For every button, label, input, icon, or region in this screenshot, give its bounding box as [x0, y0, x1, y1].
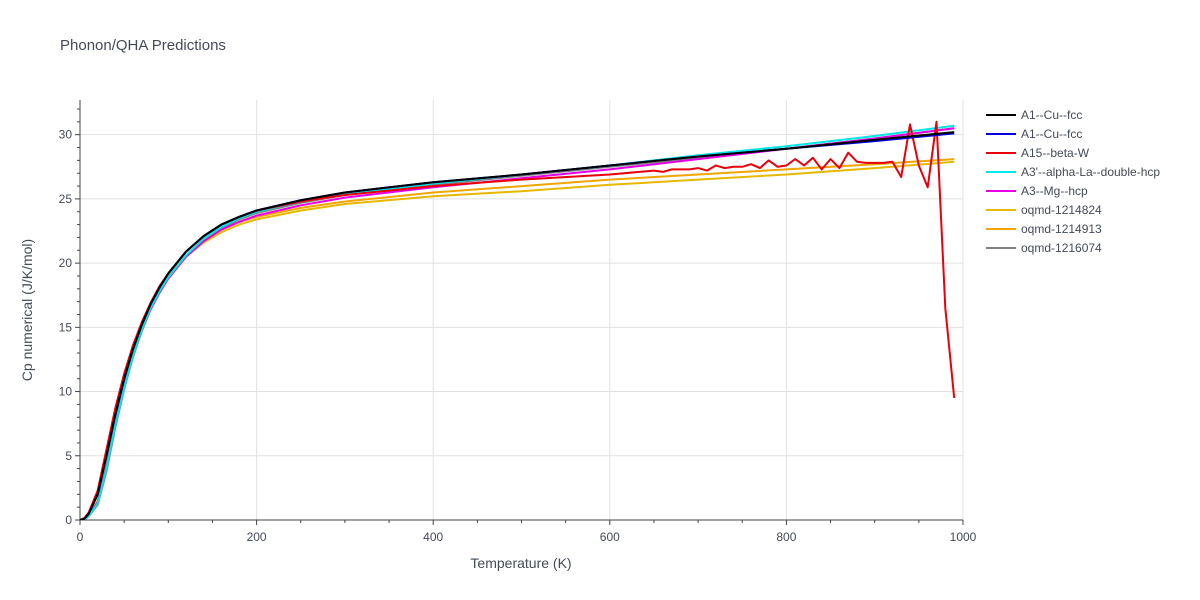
grid	[80, 100, 964, 520]
legend-label: A1--Cu--fcc	[1021, 127, 1082, 141]
chart-title: Phonon/QHA Predictions	[60, 37, 226, 54]
plot-area	[80, 120, 956, 520]
x-tick-label: 400	[423, 530, 443, 544]
legend-label: oqmd-1216074	[1021, 241, 1102, 255]
legend-item[interactable]: oqmd-1216074	[986, 241, 1102, 255]
legend-item[interactable]: oqmd-1214824	[986, 203, 1102, 217]
x-axis-title: Temperature (K)	[470, 555, 571, 571]
x-tick-label: 800	[776, 530, 796, 544]
y-tick-label: 5	[65, 449, 72, 463]
legend-label: A3'--alpha-La--double-hcp	[1021, 165, 1160, 179]
series-line	[80, 131, 955, 520]
legend-item[interactable]: oqmd-1214913	[986, 222, 1102, 236]
x-tick-label: 1000	[950, 530, 977, 544]
x-tick-label: 200	[247, 530, 267, 544]
y-axis-title: Cp numerical (J/K/mol)	[19, 239, 35, 381]
y-tick-label: 15	[59, 320, 73, 334]
x-tick-label: 600	[600, 530, 620, 544]
legend-label: oqmd-1214913	[1021, 222, 1102, 236]
legend-item[interactable]: A1--Cu--fcc	[986, 108, 1082, 122]
legend-item[interactable]: A3'--alpha-La--double-hcp	[986, 165, 1160, 179]
y-tick-label: 20	[59, 256, 73, 270]
legend-label: A1--Cu--fcc	[1021, 108, 1082, 122]
y-tick-label: 0	[65, 513, 72, 527]
x-tick-label: 0	[77, 530, 84, 544]
axes: 0 5 10 15 20 25 30 0 200 400 600 800 1000	[59, 100, 977, 544]
y-tick-label: 30	[59, 128, 73, 142]
legend[interactable]: A1--Cu--fcc A1--Cu--fcc A15--beta-W A3'--al…	[986, 108, 1160, 255]
legend-item[interactable]: A1--Cu--fcc	[986, 127, 1082, 141]
legend-label: A15--beta-W	[1021, 146, 1090, 160]
legend-item[interactable]: A15--beta-W	[986, 146, 1090, 160]
y-tick-label: 10	[59, 385, 73, 399]
y-tick-label: 25	[59, 192, 73, 206]
legend-item[interactable]: A3--Mg--hcp	[986, 184, 1088, 198]
legend-label: A3--Mg--hcp	[1021, 184, 1088, 198]
legend-label: oqmd-1214824	[1021, 203, 1102, 217]
